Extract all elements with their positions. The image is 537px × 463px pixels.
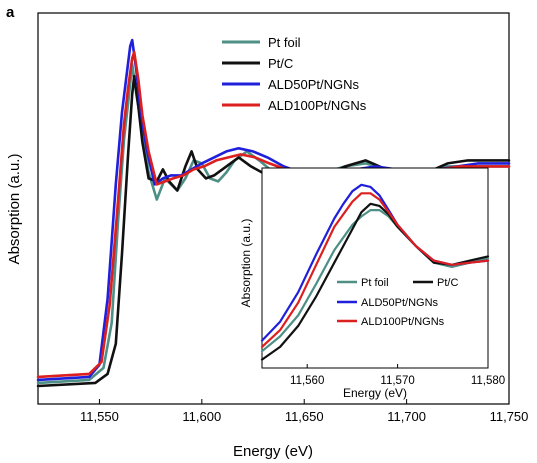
- main-x-tick-label: 11,700: [387, 409, 426, 424]
- inset-x-tick-label: 11,580: [471, 375, 505, 387]
- main-x-tick-label: 11,650: [285, 409, 324, 424]
- inset-legend-label-ald50pt-ngns: ALD50Pt/NGNs: [361, 297, 439, 309]
- main-x-axis-label: Energy (eV): [233, 443, 313, 460]
- inset-plot-frame: [261, 167, 489, 369]
- inset-legend-label-ald100pt-ngns: ALD100Pt/NGNs: [361, 316, 445, 328]
- inset-series-group: [260, 183, 490, 361]
- main-x-tick-label: 11,750: [490, 409, 529, 424]
- main-x-tick-marks: [98, 399, 510, 404]
- inset-legend: Pt foil Pt/C ALD50Pt/NGNs ALD100Pt/NGNs: [337, 277, 458, 328]
- main-plot-frame: [37, 12, 510, 405]
- inset-x-tick-label: 11,560: [290, 375, 324, 387]
- panel-label: a: [6, 4, 15, 21]
- inset-x-tick-label: 11,570: [380, 375, 414, 387]
- main-legend-label-pt-foil: Pt foil: [268, 35, 301, 50]
- main-legend: Pt foil Pt/C ALD50Pt/NGNs ALD100Pt/NGNs: [222, 35, 367, 113]
- inset-x-tick-labels: 11,560 11,570 11,580: [290, 375, 505, 387]
- inset-series-line-ald100pt-ngns: [260, 192, 490, 348]
- main-legend-label-ald100pt-ngns: ALD100Pt/NGNs: [268, 98, 367, 113]
- main-y-axis-label: Absorption (a.u.): [6, 154, 23, 265]
- inset-x-tick-marks: [306, 364, 489, 368]
- main-legend-label-pt-c: Pt/C: [268, 56, 293, 71]
- inset-legend-label-pt-foil: Pt foil: [361, 277, 389, 289]
- inset-chart: 11,560 11,570 11,580 Energy (eV) Absorptio…: [239, 167, 505, 400]
- inset-x-axis-label: Energy (eV): [343, 386, 407, 400]
- inset-legend-label-pt-c: Pt/C: [437, 277, 458, 289]
- main-x-tick-label: 11,550: [80, 409, 119, 424]
- main-x-tick-label: 11,600: [182, 409, 221, 424]
- main-legend-label-ald50pt-ngns: ALD50Pt/NGNs: [268, 77, 360, 92]
- inset-y-axis-label: Absorption (a.u.): [239, 219, 253, 308]
- main-x-tick-labels: 11,550 11,600 11,650 11,700 11,750: [80, 409, 528, 424]
